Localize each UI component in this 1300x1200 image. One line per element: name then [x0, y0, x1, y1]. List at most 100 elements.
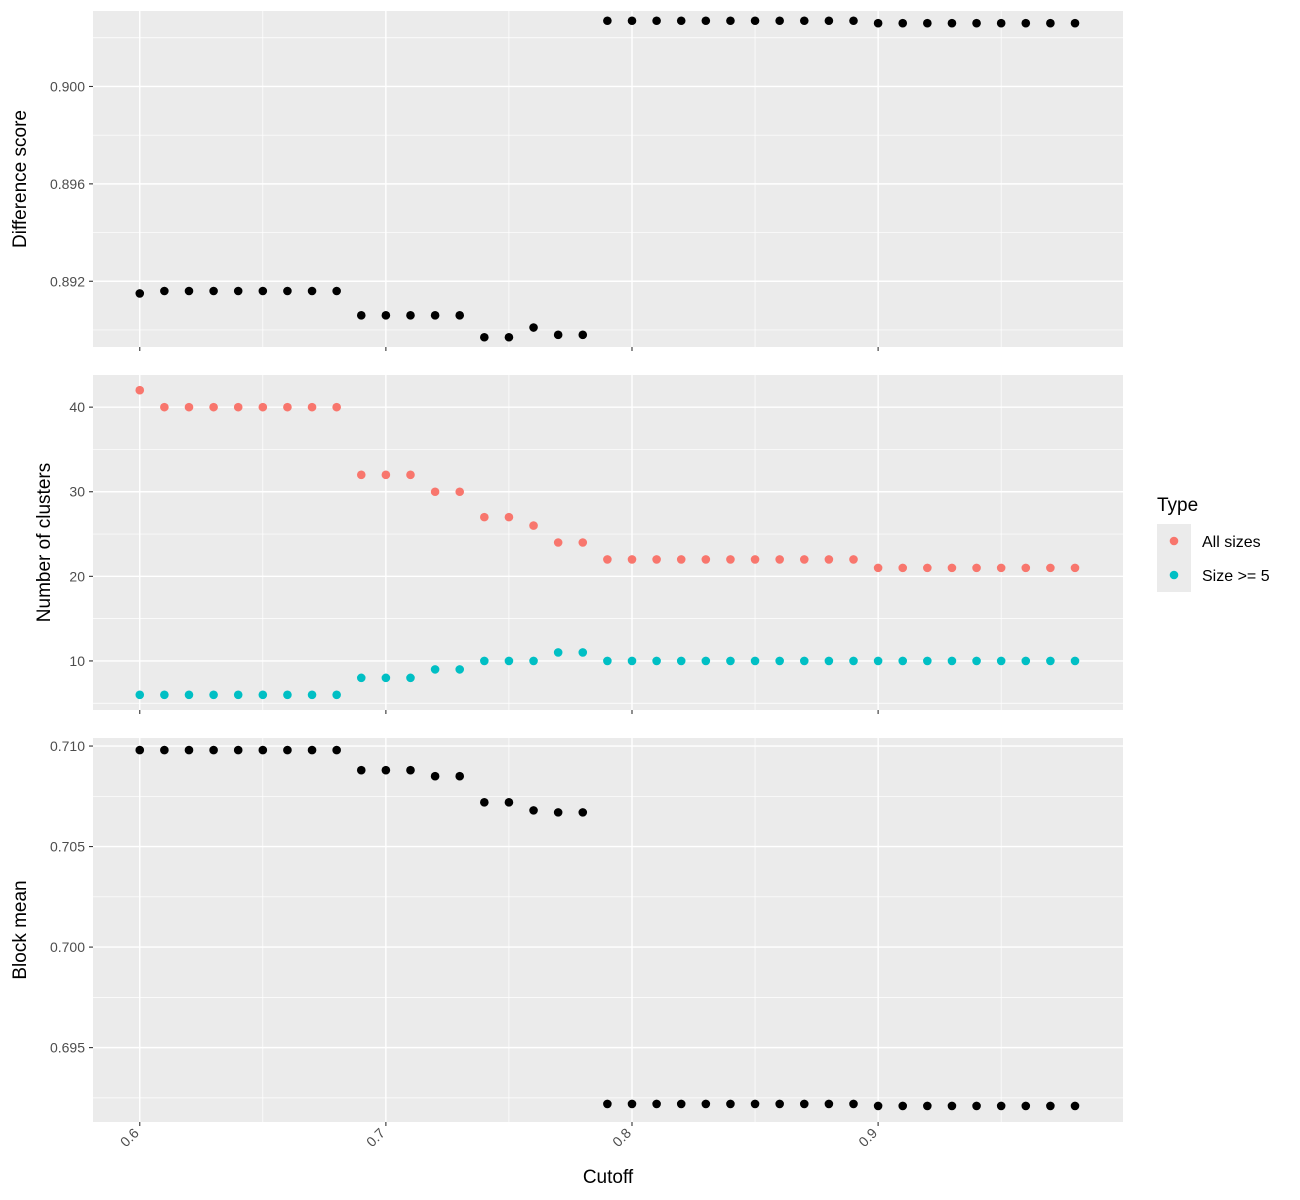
data-point	[972, 563, 981, 573]
data-point	[676, 656, 686, 666]
data-point	[947, 18, 957, 28]
data-point	[947, 656, 957, 666]
data-point	[652, 16, 661, 26]
data-point	[750, 555, 760, 564]
data-point	[750, 656, 760, 666]
x-tick-label: 0.9	[855, 1125, 880, 1150]
data-point	[553, 330, 563, 340]
y-tick-label: 0.710	[50, 738, 85, 754]
data-point	[307, 745, 317, 755]
data-point	[381, 470, 391, 480]
data-point	[676, 16, 686, 26]
data-point	[824, 16, 834, 26]
legend-label: Size >= 5	[1202, 568, 1270, 585]
data-point	[184, 690, 194, 700]
data-point	[233, 402, 243, 412]
data-point	[209, 286, 218, 296]
data-point	[233, 286, 243, 296]
data-point	[799, 555, 809, 564]
data-point	[160, 286, 169, 296]
data-point	[873, 656, 883, 666]
data-point	[873, 563, 883, 573]
data-point	[504, 332, 514, 342]
data-point	[283, 402, 292, 412]
panel-background	[93, 11, 1123, 347]
data-point	[480, 656, 489, 666]
data-point	[578, 808, 588, 817]
data-point	[726, 1099, 735, 1109]
data-point	[652, 555, 661, 564]
data-point	[529, 323, 538, 332]
data-point	[726, 16, 735, 26]
data-point	[775, 555, 784, 564]
legend-item: Size >= 5	[1157, 558, 1270, 592]
data-point	[578, 538, 588, 547]
data-point	[676, 555, 686, 564]
data-point	[1070, 563, 1080, 573]
panel-3: 0.695 0.700 0.705 0.710 0.6 0.7 0.8 0.9 Block me…	[10, 738, 1123, 1150]
data-point	[750, 1099, 760, 1109]
x-tick-label: 0.8	[609, 1125, 634, 1150]
data-point	[775, 16, 784, 26]
data-point	[775, 656, 784, 666]
data-point	[160, 402, 169, 412]
y-tick-label: 0.695	[50, 1040, 85, 1056]
data-point	[972, 18, 981, 28]
data-point	[184, 745, 194, 755]
y-tick-label: 30	[69, 484, 85, 500]
data-point	[258, 745, 268, 755]
data-point	[652, 656, 661, 666]
data-point	[356, 311, 366, 320]
x-tick-label: 0.6	[117, 1125, 142, 1150]
data-point	[849, 656, 858, 666]
data-point	[529, 656, 538, 666]
data-point	[1046, 18, 1055, 28]
data-point	[356, 673, 366, 683]
data-point	[799, 16, 809, 26]
data-point	[430, 665, 440, 674]
data-point	[233, 690, 243, 700]
data-point	[455, 771, 465, 781]
y-axis-title: Difference score	[10, 110, 31, 248]
data-point	[799, 1099, 809, 1109]
data-point	[258, 690, 268, 700]
data-point	[553, 648, 563, 657]
data-point	[701, 555, 711, 564]
y-tick-label: 10	[69, 653, 85, 669]
data-point	[947, 563, 957, 573]
y-tick-label: 0.900	[50, 78, 85, 94]
legend-title: Type	[1157, 495, 1198, 516]
data-point	[455, 487, 465, 497]
data-point	[283, 286, 292, 296]
data-point	[455, 665, 465, 674]
data-point	[480, 798, 489, 807]
data-point	[1021, 1101, 1031, 1111]
data-point	[701, 16, 711, 26]
y-tick-label: 0.892	[50, 273, 85, 289]
data-point	[849, 555, 858, 564]
data-point	[996, 563, 1006, 573]
data-point	[923, 18, 932, 28]
data-point	[996, 1101, 1006, 1111]
data-point	[406, 311, 415, 320]
data-point	[996, 18, 1006, 28]
data-point	[603, 555, 612, 564]
data-point	[873, 1101, 883, 1111]
legend-key	[1169, 570, 1179, 580]
panel-background	[93, 738, 1123, 1122]
data-point	[923, 1101, 932, 1111]
data-point	[701, 1099, 711, 1109]
data-point	[996, 656, 1006, 666]
data-point	[603, 656, 612, 666]
data-point	[135, 289, 145, 298]
data-point	[184, 402, 194, 412]
x-axis-title: Cutoff	[583, 1167, 634, 1188]
data-point	[381, 765, 391, 775]
data-point	[553, 808, 563, 817]
data-point	[356, 765, 366, 775]
data-point	[332, 286, 341, 296]
data-point	[430, 311, 440, 320]
series-1	[135, 16, 1080, 342]
data-point	[750, 16, 760, 26]
data-point	[430, 487, 440, 497]
